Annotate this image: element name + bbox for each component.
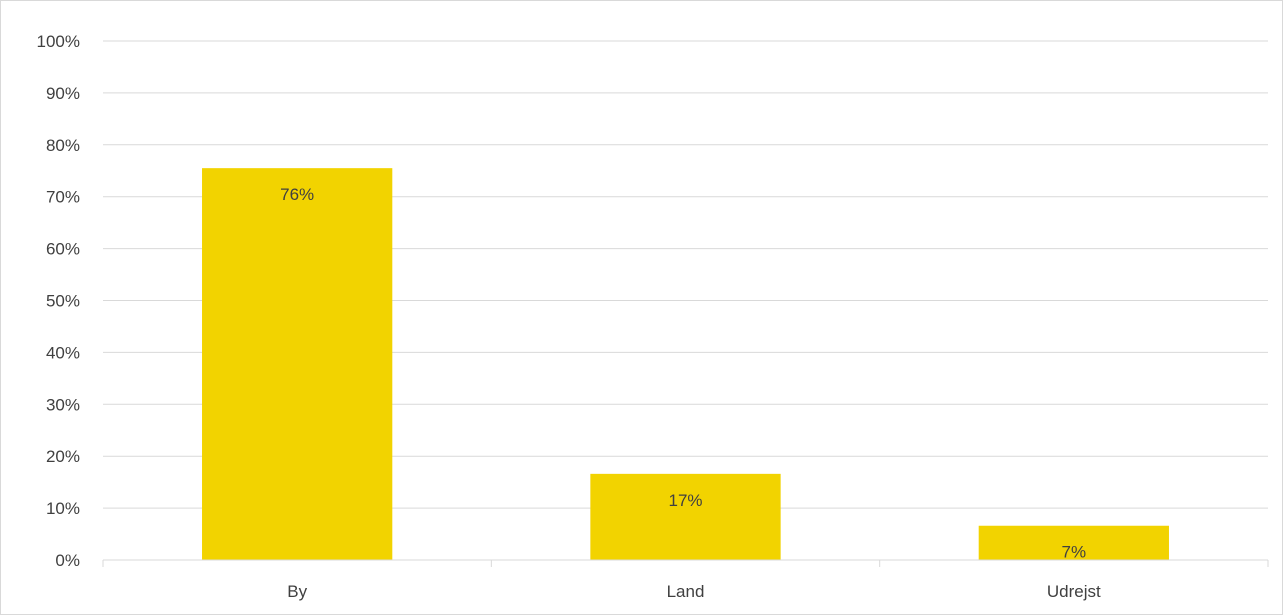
data-label: 17%: [668, 491, 702, 510]
y-tick-label: 10%: [46, 499, 80, 518]
y-tick-label: 80%: [46, 136, 80, 155]
data-label: 7%: [1062, 543, 1087, 562]
y-axis: 0% 10% 20% 30% 40% 50% 60% 70% 80% 90% 100%: [37, 32, 80, 570]
bars: [202, 168, 1169, 560]
bar-land: [590, 473, 781, 560]
y-tick-label: 0%: [55, 551, 80, 570]
y-tick-label: 30%: [46, 395, 80, 414]
y-tick-label: 100%: [37, 32, 80, 51]
y-tick-label: 40%: [46, 343, 80, 362]
data-labels: 76% 17% 7%: [280, 185, 1086, 562]
x-category-label: Udrejst: [1047, 582, 1101, 601]
y-tick-label: 90%: [46, 84, 80, 103]
y-tick-label: 50%: [46, 292, 80, 311]
x-category-label: By: [287, 582, 307, 601]
y-tick-label: 20%: [46, 447, 80, 466]
x-category-label: Land: [667, 582, 705, 601]
bar-udrejst: [978, 525, 1169, 560]
data-label: 76%: [280, 185, 314, 204]
y-tick-label: 60%: [46, 240, 80, 259]
y-tick-label: 70%: [46, 188, 80, 207]
bar-by: [202, 168, 393, 560]
x-axis: By Land Udrejst: [102, 559, 1269, 601]
